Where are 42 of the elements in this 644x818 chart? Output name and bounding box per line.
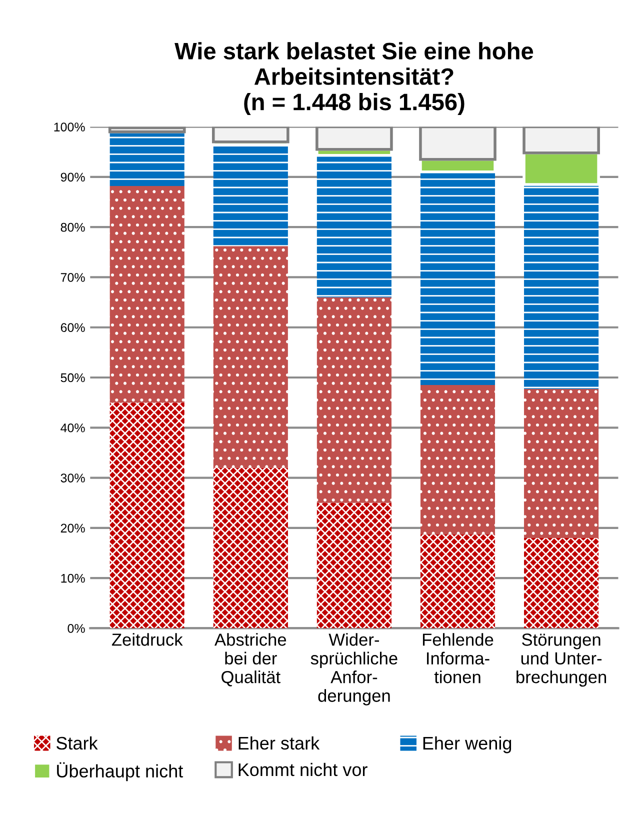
y-tick-label: 30% xyxy=(60,474,85,482)
bar xyxy=(213,144,288,246)
y-tick-label: 60% xyxy=(60,323,85,332)
bar xyxy=(524,184,599,390)
bar xyxy=(522,126,600,154)
legend-label: Eher wenig xyxy=(423,736,512,754)
bar xyxy=(110,186,184,403)
bar xyxy=(316,155,392,298)
bar xyxy=(524,389,599,538)
legend-label: Eher stark xyxy=(238,736,320,750)
bar xyxy=(316,297,392,503)
y-tick-label: 50% xyxy=(60,373,85,382)
x-tick-label: Abstriche bei der Qualität xyxy=(214,633,286,686)
y-tick-label: 70% xyxy=(60,273,85,282)
bar xyxy=(213,246,288,468)
x-tick-label: Wider- sprüchliche Anfor- derungen xyxy=(310,633,398,706)
bar xyxy=(524,538,599,628)
y-tick-label: 20% xyxy=(60,524,85,533)
bar xyxy=(316,502,392,628)
x-tick-label: Zeitdruck xyxy=(112,633,183,646)
y-tick-label: 100% xyxy=(54,122,85,132)
bar xyxy=(108,126,186,134)
bar xyxy=(110,132,184,186)
bar xyxy=(213,468,288,628)
bar xyxy=(419,126,496,161)
y-tick-label: 90% xyxy=(60,172,85,182)
legend-label: Kommt nicht vor xyxy=(238,762,368,776)
y-tick-label: 40% xyxy=(60,423,85,432)
legend-label: Überhaupt nicht xyxy=(57,762,184,782)
bar xyxy=(420,534,496,628)
y-tick-label: 10% xyxy=(61,574,85,583)
bar xyxy=(420,385,496,534)
y-tick-label: 0% xyxy=(68,624,85,633)
legend-label: Stark xyxy=(56,736,98,750)
chart-title: Wie stark belastet Sie eine hohe Arbeitsintensität? (n = 1.448 bis 1.456) xyxy=(174,42,534,116)
bar xyxy=(316,126,393,151)
y-tick-label: 80% xyxy=(60,222,85,232)
bar xyxy=(110,402,184,628)
x-tick-label: Störungen und Unter- brechungen xyxy=(516,634,606,687)
x-tick-label: Fehlende Informa- tionen xyxy=(422,633,494,684)
bar xyxy=(420,172,496,386)
bar xyxy=(212,126,290,144)
